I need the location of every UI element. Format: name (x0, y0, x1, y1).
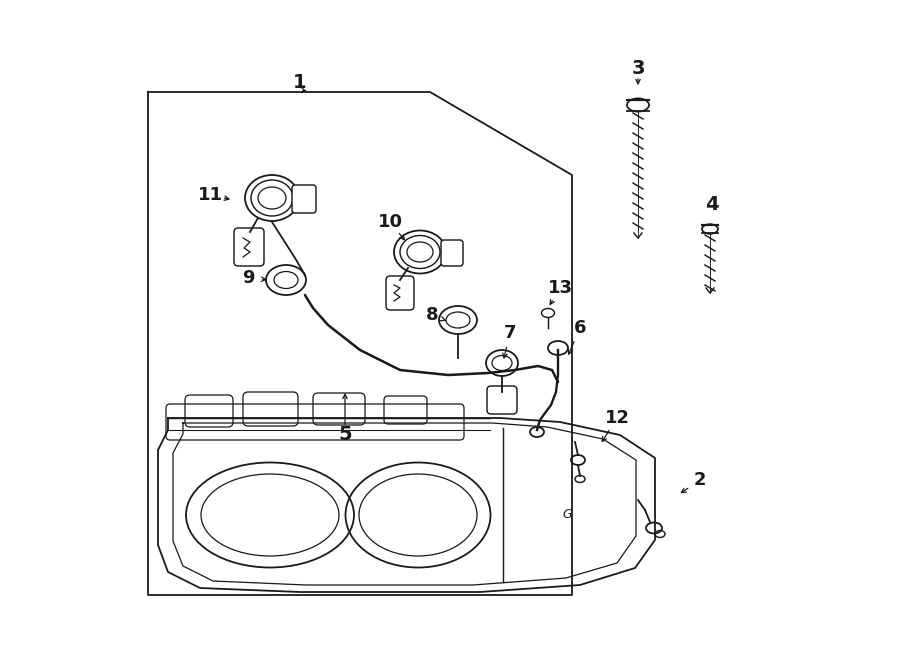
Text: 13: 13 (547, 279, 572, 297)
Text: 2: 2 (694, 471, 706, 489)
Text: 9: 9 (242, 269, 254, 287)
Ellipse shape (530, 427, 544, 437)
Text: 1: 1 (293, 73, 307, 91)
Text: 6: 6 (574, 319, 586, 337)
FancyBboxPatch shape (487, 386, 517, 414)
Ellipse shape (245, 175, 299, 221)
Ellipse shape (542, 309, 554, 317)
Ellipse shape (394, 231, 446, 274)
Ellipse shape (548, 341, 568, 355)
FancyBboxPatch shape (441, 240, 463, 266)
Text: 7: 7 (504, 324, 517, 342)
Ellipse shape (266, 265, 306, 295)
Text: G: G (562, 508, 572, 522)
Text: 12: 12 (605, 409, 629, 427)
Ellipse shape (702, 224, 718, 234)
Text: 10: 10 (377, 213, 402, 231)
Ellipse shape (439, 306, 477, 334)
FancyBboxPatch shape (292, 185, 316, 213)
Ellipse shape (486, 350, 518, 376)
Ellipse shape (571, 455, 585, 465)
FancyBboxPatch shape (234, 228, 264, 266)
FancyBboxPatch shape (386, 276, 414, 310)
Text: 11: 11 (197, 186, 222, 204)
Text: 4: 4 (706, 196, 719, 215)
Text: 8: 8 (426, 306, 438, 324)
Text: 5: 5 (338, 426, 352, 444)
Ellipse shape (627, 98, 649, 112)
Text: 3: 3 (631, 59, 644, 77)
